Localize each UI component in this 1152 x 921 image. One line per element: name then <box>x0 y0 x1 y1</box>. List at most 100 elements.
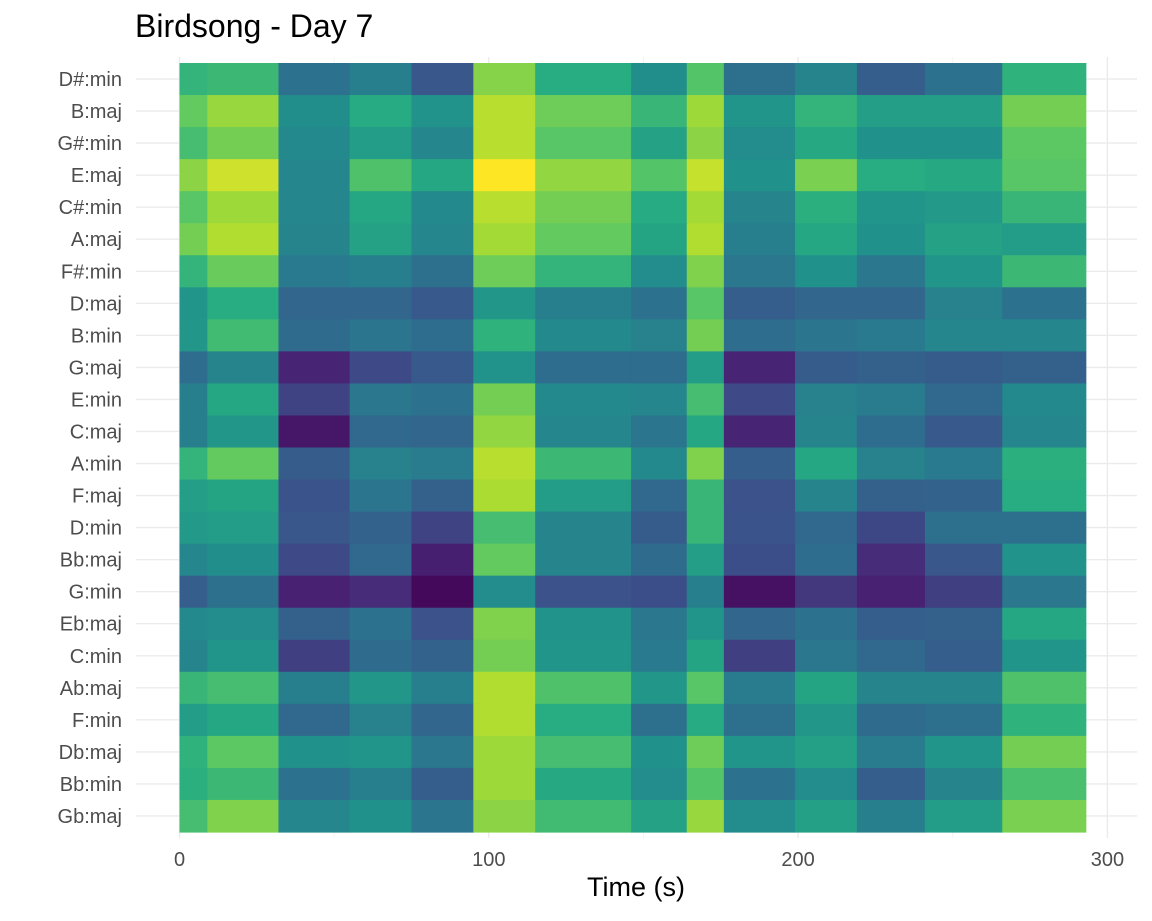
heatmap-cell <box>473 319 536 352</box>
heatmap-cell <box>686 319 725 352</box>
heatmap-cell <box>179 671 208 705</box>
heatmap-cell <box>856 799 926 833</box>
heatmap-cell <box>473 191 536 224</box>
heatmap-cell <box>631 511 688 545</box>
heatmap-cell <box>856 255 926 288</box>
heatmap-cell <box>535 191 632 224</box>
heatmap-cell <box>179 767 208 801</box>
heatmap-cell <box>1002 383 1087 417</box>
heatmap-cell <box>207 447 280 481</box>
heatmap-cell <box>535 607 632 641</box>
heatmap-cell <box>278 703 351 737</box>
heatmap-cell <box>631 767 688 801</box>
heatmap-cell <box>473 351 536 385</box>
heatmap-cell <box>795 799 858 833</box>
heatmap-cell <box>1002 223 1087 256</box>
heatmap-cell <box>1002 607 1087 641</box>
heatmap-cell <box>278 127 351 160</box>
heatmap-cell <box>278 223 351 256</box>
heatmap-cell <box>856 607 926 641</box>
heatmap-cell <box>473 735 536 769</box>
heatmap-cell <box>349 415 413 449</box>
heatmap-cell <box>1002 479 1087 513</box>
heatmap-cell <box>686 63 725 96</box>
heatmap-cell <box>179 223 208 256</box>
heatmap-cell <box>349 63 413 96</box>
heatmap-cell <box>349 95 413 128</box>
heatmap-cell <box>1002 95 1087 128</box>
heatmap-cell <box>179 607 208 641</box>
heatmap-cell <box>856 767 926 801</box>
heatmap-cell <box>349 447 413 481</box>
heatmap-cell <box>723 671 796 705</box>
heatmap-cell <box>207 319 280 352</box>
heatmap-cell <box>686 255 725 288</box>
heatmap-cell <box>856 319 926 352</box>
heatmap-cell <box>795 703 858 737</box>
heatmap-cell <box>631 799 688 833</box>
heatmap-cell <box>473 511 536 545</box>
heatmap-cell <box>723 735 796 769</box>
heatmap-cell <box>207 191 280 224</box>
heatmap-cell <box>411 735 474 769</box>
heatmap-cell <box>631 287 688 320</box>
heatmap-cell <box>535 415 632 449</box>
heatmap-cell <box>723 127 796 160</box>
heatmap-cell <box>411 671 474 705</box>
heatmap-cell <box>631 671 688 705</box>
y-tick-label: Bb:min <box>60 774 122 796</box>
heatmap-cell <box>795 191 858 224</box>
heatmap-cell <box>1002 319 1087 352</box>
heatmap-cell <box>411 63 474 96</box>
heatmap-cell <box>411 319 474 352</box>
heatmap-cell <box>535 671 632 705</box>
heatmap-cell <box>349 351 413 385</box>
heatmap-cell <box>535 95 632 128</box>
heatmap-cell <box>1002 287 1087 320</box>
heatmap-cell <box>179 479 208 513</box>
heatmap-cell <box>631 479 688 513</box>
y-tick-label: A:min <box>71 454 122 476</box>
heatmap-cell <box>686 159 725 192</box>
heatmap-cell <box>686 479 725 513</box>
heatmap-cell <box>349 767 413 801</box>
heatmap-cell <box>723 479 796 513</box>
heatmap-cell <box>924 95 1003 128</box>
y-tick-label: F:maj <box>72 486 122 508</box>
heatmap-cell <box>924 543 1003 577</box>
heatmap-cell <box>473 95 536 128</box>
heatmap-cell <box>856 511 926 545</box>
heatmap-cell <box>795 255 858 288</box>
heatmap-cell <box>686 287 725 320</box>
heatmap-cell <box>179 543 208 577</box>
heatmap-cell <box>924 127 1003 160</box>
y-tick-labels: D#:min B:maj G#:min E:maj C#:min A:maj F#:min D… <box>58 69 122 828</box>
y-tick-label: B:min <box>71 325 122 347</box>
heatmap-cell <box>631 415 688 449</box>
heatmap-cell <box>723 63 796 96</box>
heatmap-cell <box>473 575 536 609</box>
heatmap-cell <box>1002 799 1087 833</box>
heatmap-cell <box>535 735 632 769</box>
heatmap-cell <box>473 767 536 801</box>
heatmap-cell <box>278 191 351 224</box>
heatmap-cell <box>631 607 688 641</box>
y-tick-label: Ab:maj <box>60 678 122 700</box>
heatmap-cell <box>179 255 208 288</box>
heatmap-cell <box>795 415 858 449</box>
heatmap-cell <box>631 127 688 160</box>
y-tick-label: C:maj <box>70 421 122 443</box>
heatmap-cell <box>207 735 280 769</box>
heatmap-cell <box>686 415 725 449</box>
heatmap-cell <box>795 575 858 609</box>
heatmap-cell <box>278 607 351 641</box>
x-axis-label: Time (s) <box>587 872 685 902</box>
heatmap-cell <box>349 479 413 513</box>
x-tick-label: 0 <box>174 849 185 871</box>
heatmap-cell <box>631 639 688 673</box>
heatmap-cell <box>349 671 413 705</box>
heatmap-cell <box>795 511 858 545</box>
heatmap-cell <box>686 767 725 801</box>
heatmap-cell <box>723 223 796 256</box>
